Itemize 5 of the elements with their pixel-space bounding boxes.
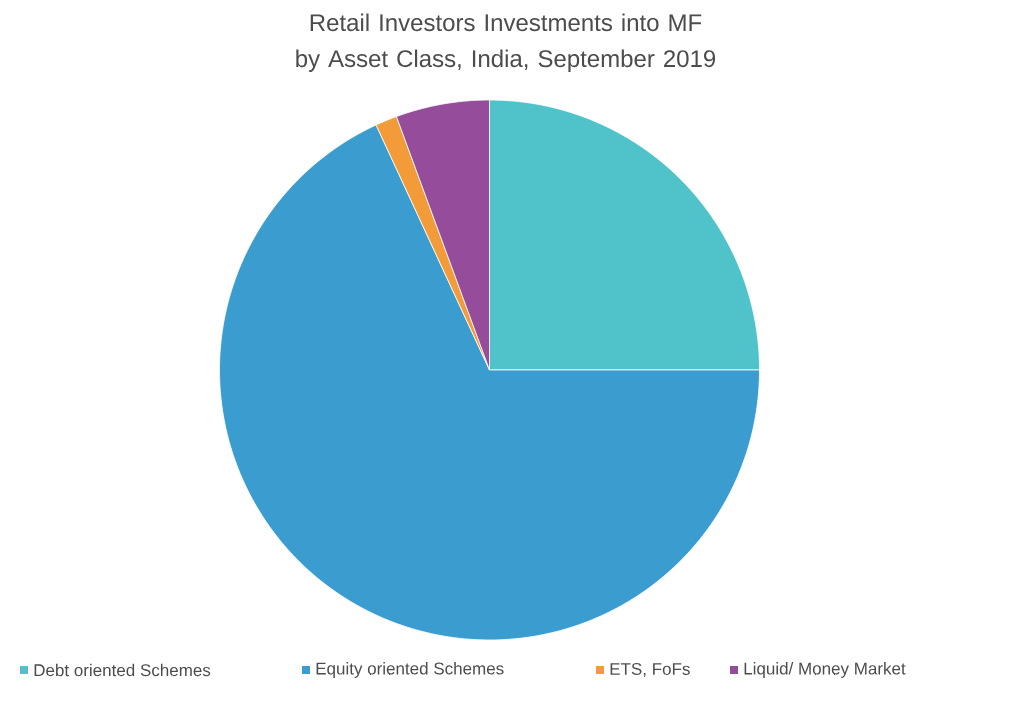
chart-title: Retail Investors Investments into MF by Asset Class, India, September 2019 [296,13,716,72]
legend-label: ETS, FoFs [610,662,690,678]
legend-label: Equity oriented Schemes [316,662,504,678]
legend-label: Debt oriented Schemes [34,663,211,677]
legend-label: Liquid/ Money Market [744,662,906,678]
